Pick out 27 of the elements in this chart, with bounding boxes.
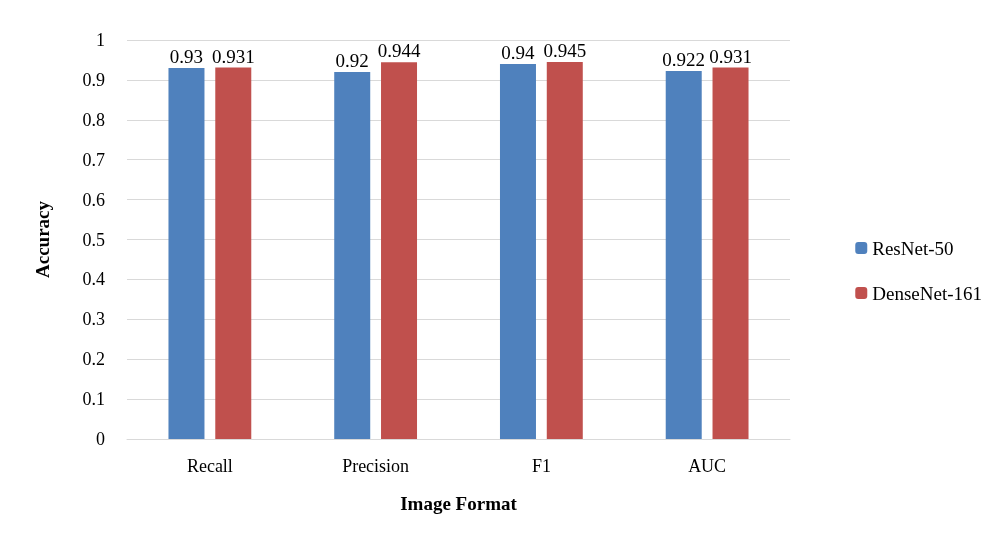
- y-tick-label: 0.7: [82, 149, 105, 170]
- y-tick-label: 0.5: [82, 229, 105, 250]
- data-label: 0.931: [709, 45, 752, 67]
- data-label: 0.93: [169, 45, 204, 67]
- data-label: 0.944: [377, 40, 421, 62]
- data-label: 0.92: [335, 49, 369, 71]
- y-tick-label: 0.6: [82, 189, 105, 210]
- data-label: 0.922: [662, 49, 706, 71]
- legend-label: DenseNet-161: [872, 282, 983, 304]
- y-axis-title: Accuracy: [32, 200, 53, 279]
- x-axis-title: Image Format: [400, 493, 518, 514]
- x-tick-label: F1: [531, 456, 551, 476]
- y-tick-label: 0: [96, 429, 105, 449]
- x-tick-label: AUC: [688, 456, 727, 476]
- y-tick-label: 1: [96, 30, 105, 50]
- y-tick-label: 0.1: [82, 389, 105, 410]
- y-tick-label: 0.8: [82, 109, 105, 130]
- y-tick-label: 0.4: [82, 269, 105, 290]
- x-tick-label: Precision: [342, 456, 410, 476]
- y-tick-label: 0.2: [82, 349, 105, 370]
- y-tick-label: 0.3: [82, 309, 105, 330]
- legend-label: ResNet-50: [872, 237, 954, 259]
- data-label: 0.94: [501, 41, 536, 63]
- x-tick-label: Recall: [186, 456, 233, 476]
- data-label: 0.931: [211, 45, 255, 67]
- data-label: 0.945: [543, 39, 587, 61]
- y-tick-label: 0.9: [82, 69, 105, 90]
